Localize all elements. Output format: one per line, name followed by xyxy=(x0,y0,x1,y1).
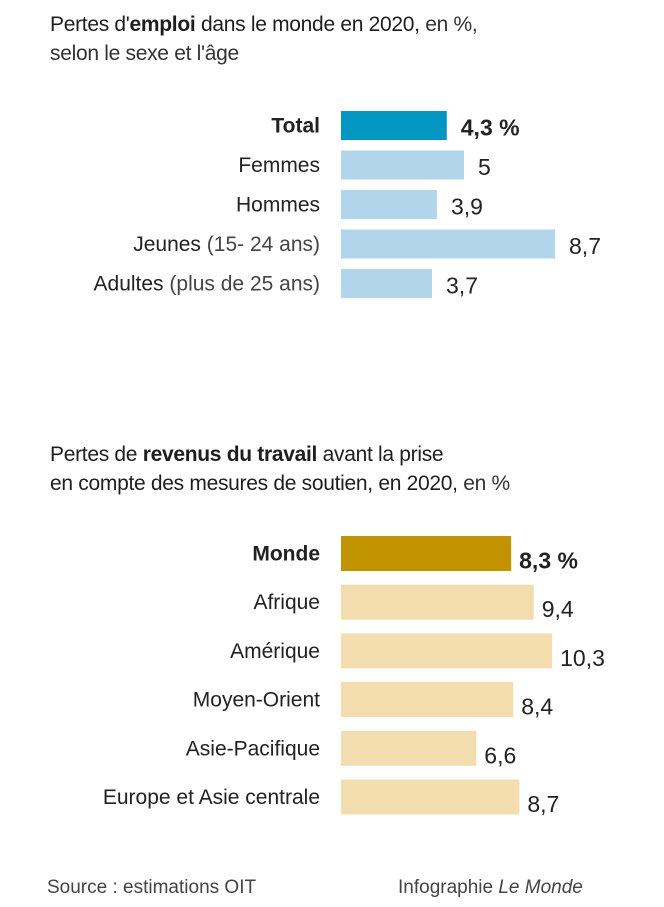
category-label: Amérique xyxy=(230,640,320,663)
bar-femmes xyxy=(341,150,464,180)
category-label-main: Moyen-Orient xyxy=(193,689,320,712)
title-part-bold: emploi xyxy=(129,13,196,36)
category-label: Total xyxy=(271,115,320,138)
chart-1-employment-losses: Total 4,3 % Femmes 5 Hommes 3,9 Jeunes (15- 24… xyxy=(94,111,601,299)
value-label: 8,4 xyxy=(521,694,553,720)
title-part: dans le monde en 2020, xyxy=(195,13,420,36)
title-part: Pertes d' xyxy=(50,13,130,36)
title-part-bold: revenus du travail xyxy=(142,443,318,466)
category-label-main: Jeunes xyxy=(133,233,201,256)
category-label-main: Total xyxy=(271,115,320,138)
chart-1-title-line-1: Pertes d'emploi dans le monde en 2020, e… xyxy=(50,10,650,39)
bar-monde xyxy=(341,536,512,571)
category-label: Europe et Asie centrale xyxy=(103,786,320,809)
bar-europe-et-asie-centrale xyxy=(341,779,520,815)
category-label: Asie-Pacifique xyxy=(186,737,320,760)
bar-total xyxy=(341,111,447,140)
category-label: Jeunes (15- 24 ans) xyxy=(133,233,320,256)
category-label-main: Hommes xyxy=(236,194,320,217)
category-label-main: Monde xyxy=(252,543,320,566)
value-label: 3,7 xyxy=(446,273,478,299)
category-label-main: Adultes xyxy=(94,273,164,296)
title-part-unit: en %, xyxy=(419,13,478,36)
source-note: Source : estimations OIT xyxy=(47,877,257,898)
bar-asie-pacifique xyxy=(341,730,477,766)
credit-brand: Le Monde xyxy=(498,877,583,898)
title-part-unit: en % xyxy=(457,472,510,495)
title-part: en compte des mesures de soutien, en 202… xyxy=(50,472,458,495)
value-label: 9,4 xyxy=(542,596,574,622)
category-label-main: Amérique xyxy=(230,640,320,663)
category-label: Hommes xyxy=(236,194,320,217)
chart-2-title: Pertes de revenus du travail avant la pr… xyxy=(50,440,650,498)
value-label: 8,3 % xyxy=(519,548,578,574)
category-label: Moyen-Orient xyxy=(193,689,320,712)
category-label: Afrique xyxy=(253,591,320,614)
value-label: 5 xyxy=(478,154,491,180)
category-label-qualifier: (15- 24 ans) xyxy=(201,233,320,256)
value-label: 6,6 xyxy=(484,742,516,768)
chart-2-labour-income-losses: Monde 8,3 % Afrique 9,4 Amérique 10,3 Moyen-Or… xyxy=(103,536,605,817)
bar-hommes xyxy=(341,190,437,219)
credit-prefix: Infographie xyxy=(398,877,499,898)
bar-am-rique xyxy=(341,633,553,669)
chart-1-title: Pertes d'emploi dans le monde en 2020, e… xyxy=(50,10,650,68)
value-label: 4,3 % xyxy=(461,115,520,141)
category-label-main: Europe et Asie centrale xyxy=(103,786,320,809)
chart-1-title-line-2: selon le sexe et l'âge xyxy=(50,42,239,65)
category-label: Monde xyxy=(252,543,320,566)
category-label-main: Afrique xyxy=(253,591,320,614)
title-part: Pertes de xyxy=(50,443,143,466)
chart-2-title-line-2: en compte des mesures de soutien, en 202… xyxy=(50,469,650,498)
category-label: Adultes (plus de 25 ans) xyxy=(94,273,320,296)
value-label: 10,3 xyxy=(560,645,605,671)
category-label-main: Asie-Pacifique xyxy=(186,737,320,760)
value-label: 8,7 xyxy=(569,233,601,259)
chart-2-title-line-1: Pertes de revenus du travail avant la pr… xyxy=(50,440,650,469)
value-label: 3,9 xyxy=(451,194,483,220)
category-label: Femmes xyxy=(238,154,320,177)
credit-note: Infographie Le Monde xyxy=(398,877,583,899)
bar-moyen-orient xyxy=(341,682,514,718)
category-label-main: Femmes xyxy=(238,154,320,177)
bar-afrique xyxy=(341,584,534,620)
bar-jeunes xyxy=(341,229,556,259)
category-label-qualifier: (plus de 25 ans) xyxy=(164,273,320,296)
bar-adultes xyxy=(341,269,433,298)
title-part: avant la prise xyxy=(317,443,444,466)
value-label: 8,7 xyxy=(527,791,559,817)
